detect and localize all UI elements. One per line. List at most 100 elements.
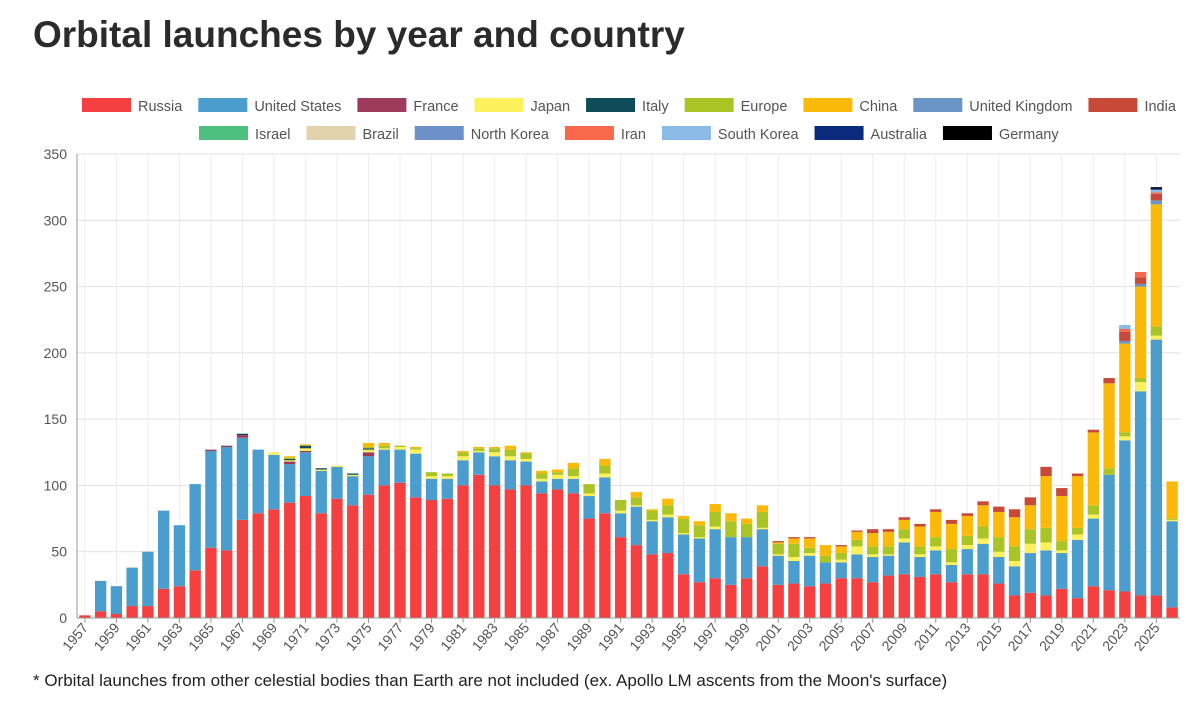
bar-segment [567,493,580,618]
bar-segment [504,460,516,490]
bar-segment [819,555,832,563]
legend-label: Russia [138,99,183,115]
bar-segment [1150,188,1163,190]
bar-segment [1166,519,1178,522]
bar-segment [1087,518,1100,587]
bar-segment [914,576,926,618]
legend-swatch [474,98,524,112]
legend-swatch [198,98,248,112]
bar-segment [914,554,926,558]
bar-segment [488,446,501,449]
bar-segment [1119,331,1131,341]
bar-segment [126,606,138,618]
bar-segment [1087,505,1100,515]
bar-segment [614,500,627,511]
bar-segment [536,473,548,479]
x-tick-label: 2025 [1130,619,1162,653]
y-tick-label: 250 [44,279,68,295]
x-tick-label: 1959 [90,619,122,653]
legend-swatch [82,98,131,112]
legend-swatch [803,98,853,112]
x-tick-label: 2017 [1004,619,1036,653]
legend-label: South Korea [718,127,800,143]
bar-segment [882,529,895,532]
bar-segment [173,586,186,618]
bar-segment [1150,335,1163,340]
bar-stacks [79,187,1178,618]
bar-segment [772,542,784,544]
bar-segment [930,537,942,547]
bar-segment [662,553,674,618]
footnote: * Orbital launches from other celestial … [33,671,948,690]
legend-item: Japan [474,98,570,115]
bar-segment [284,457,296,459]
legend-item: North Korea [414,126,550,143]
bar-segment [614,513,627,538]
bar-segment [425,500,438,618]
bar-segment [410,449,422,454]
bar-segment [977,505,989,527]
bar-segment [205,547,217,618]
x-tick-label: 2023 [1099,619,1131,653]
bar-segment [221,550,233,618]
bar-segment [914,523,926,527]
bar-segment [630,505,643,507]
bar-segment [1071,539,1084,599]
x-tick-label: 1989 [563,619,595,653]
chart-title: Orbital launches by year and country [33,14,685,55]
bar-segment [646,554,658,618]
bar-segment [362,456,375,495]
bar-segment [1150,595,1163,618]
bar-segment [221,445,233,447]
bar-segment [473,452,485,475]
bar-segment [567,476,580,479]
bar-segment [851,530,863,532]
bar-segment [835,559,847,563]
bar-segment [284,502,296,618]
bar-segment [536,481,548,494]
bar-segment [993,557,1005,584]
bar-segment [993,506,1005,512]
bar-segment [741,537,753,579]
bar-segment [520,458,532,462]
bar-segment [630,545,643,618]
bar-segment [882,575,895,618]
bar-segment [1119,436,1131,441]
bar-segment [867,546,879,555]
bar-segment [851,578,863,618]
bar-segment [898,542,910,575]
bar-segment [961,535,973,546]
bar-segment [473,446,485,449]
bar-segment [662,505,674,515]
bar-segment [299,450,312,453]
bar-segment [315,469,327,471]
legend-item: Russia [82,98,183,115]
legend-row: Israel Brazil North Korea Iran South Korea Au… [199,126,1059,143]
bar-segment [236,433,249,436]
bar-segment [425,476,438,479]
x-tick-label: 1971 [279,619,311,653]
bar-segment [157,510,170,589]
legend-swatch [661,126,711,140]
bar-segment [898,519,910,530]
legend-item: Israel [199,126,290,143]
legend-swatch [1088,98,1138,112]
bar-segment [1024,592,1036,618]
bar-segment [583,484,595,494]
bar-segment [567,478,580,494]
legend-label: United States [254,99,341,115]
bar-segment [551,478,564,490]
bar-segment [457,452,469,457]
legend-item: United States [198,98,341,115]
bar-segment [977,526,989,539]
bar-segment [551,474,564,479]
bar-segment [930,546,942,551]
bar-segment [977,501,989,506]
bar-segment [252,513,264,618]
x-tick-label: 1969 [248,619,280,653]
bar-segment [1103,383,1115,469]
bar-segment [268,452,280,455]
bar-segment [646,509,658,511]
bar-segment [1040,550,1052,596]
legend-item: South Korea [661,126,800,143]
